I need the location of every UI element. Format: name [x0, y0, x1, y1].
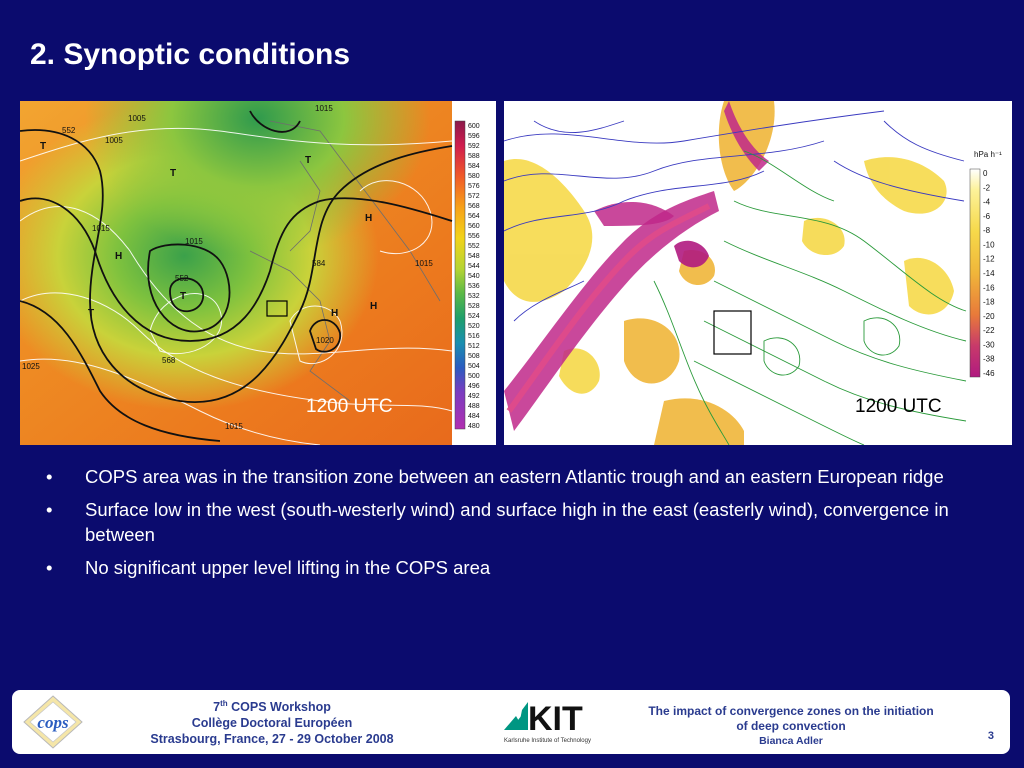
colorbar-tick-label: -22 [983, 326, 995, 335]
colorbar-tick-label: 564 [468, 213, 480, 220]
colorbar-unit: hPa h⁻¹ [974, 150, 1002, 159]
contour-label: 1015 [415, 259, 433, 268]
contour-label: 1015 [92, 224, 110, 233]
colorbar-tick-label: 536 [468, 283, 480, 290]
colorbar [454, 120, 466, 430]
colorbar-tick-label: -16 [983, 283, 995, 292]
pressure-center-label: H [370, 301, 377, 312]
colorbar-tick-label: -18 [983, 298, 995, 307]
kit-subtitle: Karlsruhe Institute of Technology [504, 738, 591, 744]
colorbar-tick-label: 492 [468, 393, 480, 400]
colorbar [969, 168, 981, 378]
colorbar-tick-label: 508 [468, 353, 480, 360]
workshop-number: 7 [213, 700, 221, 715]
geopotential-map: T T T T H H H H T 552 552 568 1005 1015 … [20, 101, 496, 445]
colorbar-tick-label: 556 [468, 233, 480, 240]
slide-title: 2. Synoptic conditions [30, 38, 351, 71]
talk-title-line1: The impact of convergence zones on the i… [648, 704, 934, 718]
colorbar-tick-label: 580 [468, 173, 480, 180]
workshop-suffix: th [220, 699, 228, 708]
contour-label: 1005 [128, 114, 146, 123]
bullet-list: COPS area was in the transition zone bet… [44, 464, 1004, 588]
pressure-center-label: H [115, 251, 122, 262]
colorbar-tick-label: 500 [468, 373, 480, 380]
colorbar-tick-label: 516 [468, 333, 480, 340]
colorbar-tick-label: 496 [468, 383, 480, 390]
colorbar-tick-label: 576 [468, 183, 480, 190]
colorbar-tick-label: -4 [983, 198, 991, 207]
time-label: 1200 UTC [855, 396, 942, 417]
colorbar-tick-label: 512 [468, 343, 480, 350]
colorbar-tick-label: -12 [983, 255, 995, 264]
location-date: Strasbourg, France, 27 - 29 October 2008 [150, 732, 394, 747]
colorbar-tick-label: 504 [468, 363, 480, 370]
contour-label: 552 [62, 126, 76, 135]
cops-logo-icon: cops [23, 695, 83, 749]
colorbar-tick-label: 0 [983, 169, 988, 178]
colorbar-tick-label: 600 [468, 123, 480, 130]
colorbar-tick-label: 584 [468, 163, 480, 170]
pressure-center-label: T [88, 308, 94, 319]
colorbar-tick-label: 588 [468, 153, 480, 160]
contour-label: 1005 [105, 136, 123, 145]
pressure-center-label: H [365, 213, 372, 224]
contour-label: 1020 [316, 336, 334, 345]
colorbar-tick-label: 552 [468, 243, 480, 250]
workshop-name: COPS Workshop [231, 700, 331, 715]
colorbar-tick-label: -30 [983, 340, 995, 349]
pressure-center-label: T [180, 291, 186, 302]
colorbar-tick-label: 548 [468, 253, 480, 260]
kit-logo-text: KIT [528, 700, 583, 738]
workshop-info: 7th COPS Workshop Collège Doctoral Europ… [122, 696, 422, 747]
colorbar-tick-label: 532 [468, 293, 480, 300]
contour-label: 552 [175, 274, 189, 283]
pressure-center-label: T [170, 168, 176, 179]
talk-info: The impact of convergence zones on the i… [616, 704, 966, 749]
colorbar-tick-label: 524 [468, 313, 480, 320]
colorbar-tick-label: -2 [983, 183, 991, 192]
colorbar-tick-label: 592 [468, 143, 480, 150]
pressure-center-label: T [305, 155, 311, 166]
colorbar-tick-label: 520 [468, 323, 480, 330]
colorbar-tick-label: -6 [983, 212, 991, 221]
colorbar-tick-label: 480 [468, 423, 480, 430]
colorbar-tick-label: 484 [468, 413, 480, 420]
pressure-center-label: T [40, 141, 46, 152]
colorbar-tick-label: -20 [983, 312, 995, 321]
venue: Collège Doctoral Européen [191, 716, 353, 731]
time-label: 1200 UTC [306, 396, 393, 417]
contour-label: 584 [312, 259, 326, 268]
footer: cops 7th COPS Workshop Collège Doctoral … [12, 690, 1010, 754]
contour-label: 1015 [225, 422, 243, 431]
colorbar-tick-label: -8 [983, 226, 991, 235]
colorbar-tick-label: 568 [468, 203, 480, 210]
colorbar-tick-label: 560 [468, 223, 480, 230]
bullet-item: COPS area was in the transition zone bet… [44, 464, 1004, 489]
contour-label: 1025 [22, 362, 40, 371]
colorbar-tick-label: -10 [983, 240, 995, 249]
colorbar-tick-label: -38 [983, 355, 995, 364]
page-number: 3 [987, 730, 994, 742]
talk-title-line2: of deep convection [736, 719, 846, 733]
contour-label: 1015 [185, 237, 203, 246]
colorbar-tick-label: 528 [468, 303, 480, 310]
colorbar-tick-label: -14 [983, 269, 995, 278]
colorbar-tick-label: 596 [468, 133, 480, 140]
pressure-center-label: H [331, 308, 338, 319]
kit-logo-icon: KIT Karlsruhe Institute of Technology [504, 700, 591, 744]
contour-label: 1015 [315, 104, 333, 113]
colorbar-tick-label: 488 [468, 403, 480, 410]
colorbar-tick-label: 572 [468, 193, 480, 200]
colorbar-tick-label: 544 [468, 263, 480, 270]
pressure-tendency-map: 0 -2 -4 -6 -8 -10 -12 -14 -16 -18 -20 -22 -30 -38 -46 … [504, 101, 1012, 445]
bullet-item: Surface low in the west (south-westerly … [44, 497, 1004, 547]
colorbar-tick-label: 540 [468, 273, 480, 280]
colorbar-tick-label: -46 [983, 369, 995, 378]
bullet-item: No significant upper level lifting in th… [44, 555, 1004, 580]
cops-logo-text: cops [37, 713, 69, 732]
author: Bianca Adler [759, 735, 823, 747]
contour-label: 568 [162, 356, 176, 365]
